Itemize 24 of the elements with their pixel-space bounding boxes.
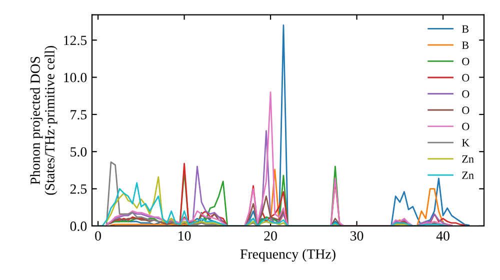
y-tick-label: 12.5	[64, 36, 87, 46]
legend-label: B	[462, 25, 469, 33]
legend-label: K	[462, 139, 470, 146]
x-tick-label: 0	[95, 231, 101, 241]
y-tick-label: 7.5	[70, 110, 87, 120]
legend-label: B	[462, 42, 469, 49]
line-series	[106, 91, 452, 226]
x-axis-title: Frequency (THz)	[240, 248, 336, 262]
y-tick-label: 0.0	[70, 222, 87, 231]
legend-label: Zn	[462, 172, 474, 179]
y-tick-label: 10.0	[64, 72, 87, 82]
x-tick-label: 10	[178, 231, 191, 241]
legend-label: O	[462, 74, 470, 82]
y-tick-label: 5.0	[70, 147, 87, 157]
legend-label: Zn	[462, 155, 474, 163]
legend-label: O	[462, 58, 470, 66]
x-tick-label: 40	[436, 231, 450, 241]
x-tick-label: 20	[264, 231, 277, 241]
legend-label: O	[462, 90, 470, 98]
y-axis-title: Phonon projected DOS (States/THz·primitive cell)	[30, 46, 58, 195]
legend-label: O	[462, 122, 470, 130]
y-tick-label: 2.5	[70, 184, 87, 194]
x-tick-label: 30	[350, 231, 364, 241]
legend-label: O	[462, 106, 470, 114]
